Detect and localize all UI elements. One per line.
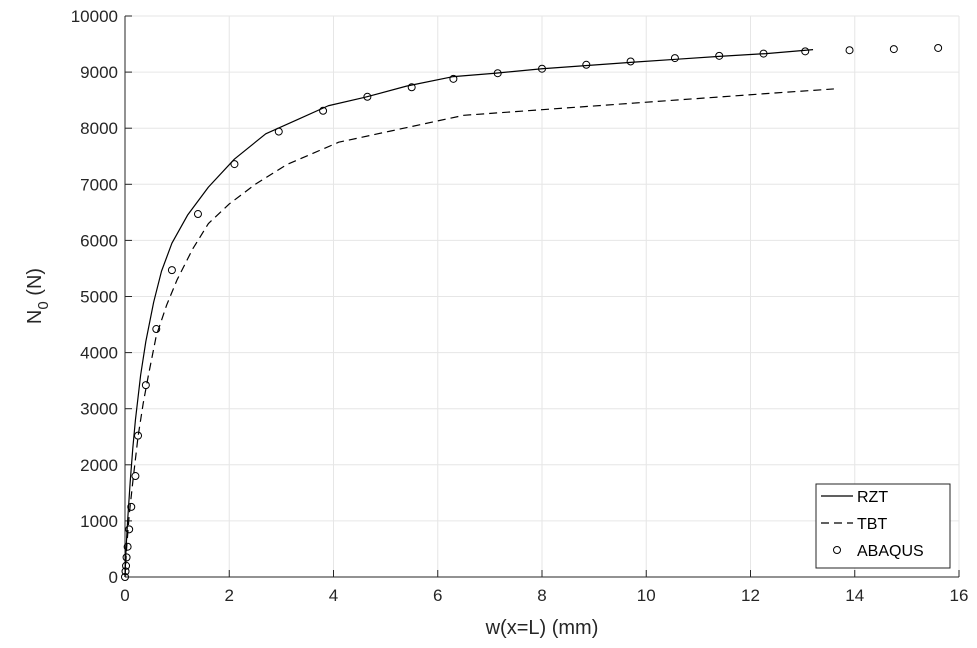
- legend-label-rzt: RZT: [857, 489, 888, 506]
- y-tick-label: 1000: [80, 512, 118, 531]
- data-point-abaqus: [141, 381, 150, 390]
- x-tick-label: 0: [120, 586, 129, 605]
- y-axis-title-main: N: [24, 310, 46, 324]
- legend: RZT TBT ABAQUS: [815, 483, 951, 569]
- y-tick-label: 4000: [80, 344, 118, 363]
- y-tick-label: 8000: [80, 119, 118, 138]
- legend-swatch-abaqus: [833, 546, 841, 554]
- data-point-abaqus: [449, 74, 458, 83]
- y-axis-title-unit: (N): [24, 268, 46, 296]
- y-tick-label: 2000: [80, 456, 118, 475]
- y-tick-label: 5000: [80, 288, 118, 307]
- x-tick-label: 16: [950, 586, 969, 605]
- x-tick-label: 4: [329, 586, 338, 605]
- data-point-abaqus: [127, 502, 136, 511]
- data-point-abaqus: [845, 46, 854, 55]
- data-point-abaqus: [131, 472, 140, 481]
- data-point-abaqus: [121, 567, 130, 576]
- data-point-abaqus: [193, 210, 202, 219]
- series-layer: [121, 43, 943, 581]
- svg-text:N0 (N): N0 (N): [24, 268, 52, 324]
- data-point-abaqus: [121, 573, 129, 581]
- data-point-abaqus: [626, 57, 635, 66]
- legend-box: [815, 483, 951, 569]
- tick-labels: 0 2 4 6 8 10 12 14 16 0 1000 2000 3000 4000 5000 6000 70…: [71, 7, 969, 605]
- x-tick-label: 14: [845, 586, 864, 605]
- data-point-abaqus: [493, 69, 502, 78]
- data-point-abaqus: [582, 60, 591, 69]
- data-point-abaqus: [363, 92, 372, 101]
- data-point-abaqus: [715, 51, 724, 60]
- data-point-abaqus: [274, 127, 283, 136]
- y-tick-label: 3000: [80, 400, 118, 419]
- data-point-abaqus: [801, 47, 810, 56]
- data-point-abaqus: [759, 49, 768, 58]
- x-axis-title: w(x=L) (mm): [485, 617, 599, 639]
- x-tick-label: 2: [225, 586, 234, 605]
- data-point-abaqus: [122, 561, 131, 570]
- data-point-abaqus: [230, 160, 239, 169]
- data-point-abaqus: [319, 106, 328, 115]
- y-tick-label: 0: [109, 568, 118, 587]
- y-tick-label: 7000: [80, 175, 118, 194]
- y-tick-label: 9000: [80, 63, 118, 82]
- data-point-abaqus: [934, 43, 943, 52]
- data-point-abaqus: [889, 45, 898, 54]
- axes: [124, 15, 960, 578]
- x-tick-label: 10: [637, 586, 656, 605]
- data-point-abaqus: [407, 83, 416, 92]
- series-line-rzt: [124, 49, 814, 578]
- data-point-abaqus: [167, 266, 176, 275]
- data-point-abaqus: [670, 54, 679, 63]
- legend-label-abaqus: ABAQUS: [857, 543, 924, 560]
- y-axis-title-subscript: 0: [35, 301, 52, 309]
- data-point-abaqus: [125, 525, 134, 534]
- x-tick-label: 6: [433, 586, 442, 605]
- data-point-abaqus: [152, 325, 161, 334]
- data-point-abaqus: [123, 542, 132, 551]
- y-axis-title: N0 (N): [24, 268, 52, 324]
- x-tick-label: 12: [741, 586, 760, 605]
- data-point-abaqus: [122, 553, 131, 562]
- data-point-abaqus: [134, 431, 143, 440]
- series-line-tbt: [124, 88, 834, 578]
- data-point-abaqus: [538, 64, 546, 73]
- x-tick-label: 8: [537, 586, 546, 605]
- y-tick-label: 6000: [80, 231, 118, 250]
- legend-label-tbt: TBT: [857, 516, 887, 533]
- y-tick-label: 10000: [71, 7, 118, 26]
